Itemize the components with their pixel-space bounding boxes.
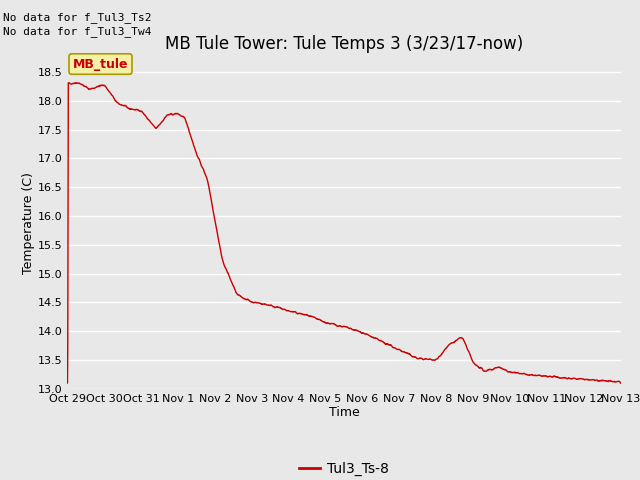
Text: No data for f_Tul3_Ts2: No data for f_Tul3_Ts2 [3, 12, 152, 23]
Text: MB_tule: MB_tule [73, 58, 128, 71]
Title: MB Tule Tower: Tule Temps 3 (3/23/17-now): MB Tule Tower: Tule Temps 3 (3/23/17-now… [165, 35, 523, 53]
Legend: Tul3_Ts-8: Tul3_Ts-8 [294, 456, 394, 480]
X-axis label: Time: Time [328, 407, 360, 420]
Y-axis label: Temperature (C): Temperature (C) [22, 172, 35, 274]
Text: No data for f_Tul3_Tw4: No data for f_Tul3_Tw4 [3, 26, 152, 37]
